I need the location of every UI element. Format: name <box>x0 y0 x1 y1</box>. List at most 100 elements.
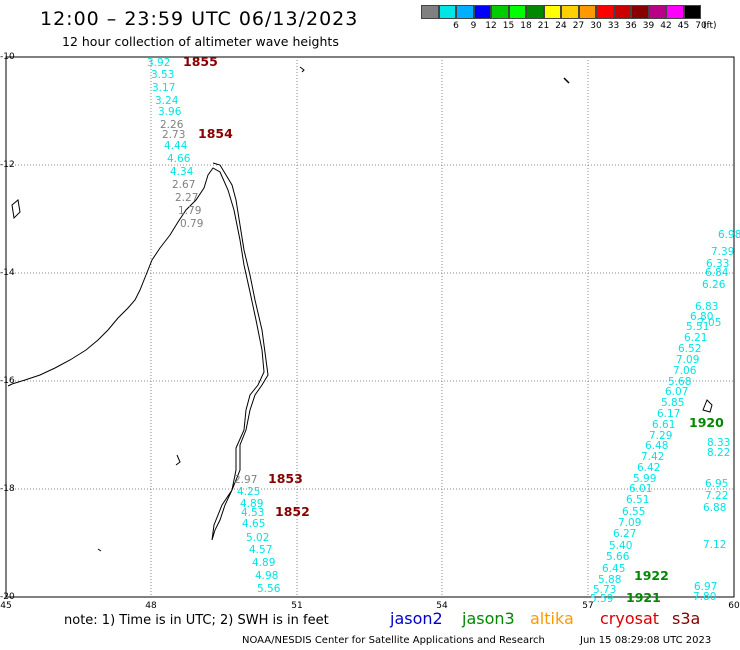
map-frame <box>5 56 735 598</box>
colorbar-swatch <box>561 5 579 19</box>
pass-time-label: 1922 <box>634 568 669 583</box>
colorbar-label: 36 <box>625 21 637 31</box>
wave-height-label: 5.02 <box>246 532 270 544</box>
wave-height-label: 7.29 <box>649 430 673 442</box>
wave-height-label: 0.79 <box>180 218 204 230</box>
wave-height-label: 6.88 <box>703 502 727 514</box>
wave-height-label: 7.09 <box>676 354 700 366</box>
satellite-legend-cryosat: cryosat <box>600 609 660 628</box>
colorbar-swatch <box>666 5 684 19</box>
wave-height-label: 1.79 <box>178 205 202 217</box>
wave-height-label: 5.51 <box>686 321 710 333</box>
wave-height-label: 6.80 <box>690 311 714 323</box>
wave-height-label: 4.44 <box>164 140 188 152</box>
wave-height-label: 3.17 <box>152 82 176 94</box>
wave-height-label: 6.42 <box>637 462 661 474</box>
madagascar-coastline <box>7 162 269 541</box>
islet-3 <box>97 548 102 552</box>
map-subtitle: 12 hour collection of altimeter wave hei… <box>62 34 339 49</box>
wave-height-label: 3.24 <box>155 95 179 107</box>
islet-4 <box>175 454 181 466</box>
colorbar-label: 24 <box>555 21 567 31</box>
wave-height-label: 5.40 <box>609 540 633 552</box>
wave-height-label: 3.96 <box>158 106 182 118</box>
satellite-legend-jason3: jason3 <box>462 609 515 628</box>
wave-height-label: 6.01 <box>629 483 653 495</box>
legend-note: note: 1) Time is in UTC; 2) SWH is in fe… <box>64 613 329 628</box>
colorbar-swatch <box>473 5 491 19</box>
wave-height-label: 7.39 <box>711 246 735 258</box>
pass-time-label: 1853 <box>268 471 303 486</box>
wave-height-label: 5.68 <box>668 376 692 388</box>
satellite-legend-altika: altika <box>530 609 574 628</box>
wave-height-label: 5.56 <box>257 583 281 595</box>
pass-time-label: 1921 <box>626 590 661 605</box>
wave-height-label: 3.53 <box>151 69 175 81</box>
wave-height-label: 7.80 <box>693 591 717 603</box>
colorbar-label: 27 <box>572 21 585 31</box>
colorbar-swatch <box>578 5 596 19</box>
wave-height-label: 6.61 <box>652 419 676 431</box>
longitude-label: 48 <box>145 601 157 611</box>
wave-height-label: 4.89 <box>240 498 264 510</box>
colorbar-unit: (ft) <box>703 21 717 31</box>
wave-height-label: 7.05 <box>698 317 722 329</box>
islet-1 <box>563 77 570 84</box>
wave-height-label: 5.59 <box>590 593 614 605</box>
colorbar-swatch <box>526 5 544 19</box>
satellite-legend-s3a: s3a <box>672 609 701 628</box>
colorbar-label: 33 <box>607 21 620 31</box>
longitude-label: 60 <box>728 601 740 611</box>
colorbar-swatch <box>613 5 631 19</box>
wave-height-label: 6.55 <box>622 506 646 518</box>
colorbar-swatch <box>648 5 666 19</box>
wave-height-label: 7.09 <box>618 517 642 529</box>
wave-height-label: 6.95 <box>705 478 729 490</box>
colorbar <box>421 5 701 19</box>
wave-height-label: 6.27 <box>613 528 637 540</box>
graticule <box>6 57 734 597</box>
wave-height-label: 7.42 <box>641 451 665 463</box>
wave-height-label: 6.83 <box>695 301 719 313</box>
wave-height-label: 5.85 <box>661 397 685 409</box>
latitude-label: -10 <box>0 52 15 62</box>
wave-height-label: 6.51 <box>626 494 650 506</box>
wave-height-label: 3.92 <box>147 57 171 69</box>
colorbar-label: 30 <box>590 21 602 31</box>
colorbar-label: 45 <box>677 21 690 31</box>
wave-height-label: 4.25 <box>237 486 261 498</box>
wave-height-label: 6.45 <box>602 563 626 575</box>
wave-height-label: 7.22 <box>705 490 729 502</box>
colorbar-swatch <box>456 5 474 19</box>
latitude-label: -20 <box>0 592 15 602</box>
wave-height-label: 4.34 <box>170 166 194 178</box>
colorbar-swatch <box>438 5 456 19</box>
colorbar-swatch <box>683 5 701 19</box>
wave-height-label: 6.48 <box>645 440 669 452</box>
latitude-label: -18 <box>0 484 15 494</box>
colorbar-swatch <box>421 5 439 19</box>
wave-height-label: 6.17 <box>657 408 681 420</box>
wave-height-label: 4.89 <box>252 557 276 569</box>
islet-2 <box>299 66 305 73</box>
wave-height-label: 6.07 <box>665 386 689 398</box>
wave-height-label: 2.27 <box>175 192 199 204</box>
wave-height-label: 4.57 <box>249 544 273 556</box>
wave-height-label: 8.33 <box>707 437 731 449</box>
wave-height-label: 2.73 <box>162 129 186 141</box>
latitude-label: -14 <box>0 268 15 278</box>
colorbar-swatch <box>508 5 526 19</box>
wave-height-label: 2.26 <box>160 119 184 131</box>
colorbar-label: 21 <box>537 21 550 31</box>
wave-height-label: 5.88 <box>598 574 622 586</box>
wave-height-label: 7.12 <box>703 539 727 551</box>
colorbar-label: 6 <box>453 21 459 31</box>
mauritius-island <box>702 399 713 413</box>
pass-time-label: 1852 <box>275 504 310 519</box>
colorbar-label: 18 <box>520 21 532 31</box>
footer-credit: NOAA/NESDIS Center for Satellite Applica… <box>242 635 545 646</box>
longitude-label: 45 <box>0 601 12 611</box>
colorbar-label: 12 <box>485 21 497 31</box>
wave-height-label: 4.98 <box>255 570 279 582</box>
satellite-legend-jason2: jason2 <box>390 609 443 628</box>
